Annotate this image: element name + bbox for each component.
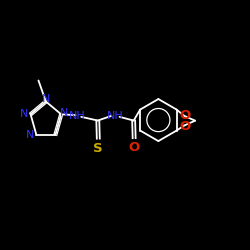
Text: N: N (26, 130, 34, 140)
Text: N: N (60, 108, 68, 118)
Text: NH: NH (107, 111, 124, 121)
Text: S: S (94, 142, 103, 155)
Text: O: O (180, 120, 191, 132)
Text: N: N (42, 94, 50, 104)
Text: N: N (20, 109, 28, 119)
Text: NH: NH (68, 111, 85, 121)
Text: O: O (180, 109, 191, 122)
Text: O: O (128, 141, 140, 154)
